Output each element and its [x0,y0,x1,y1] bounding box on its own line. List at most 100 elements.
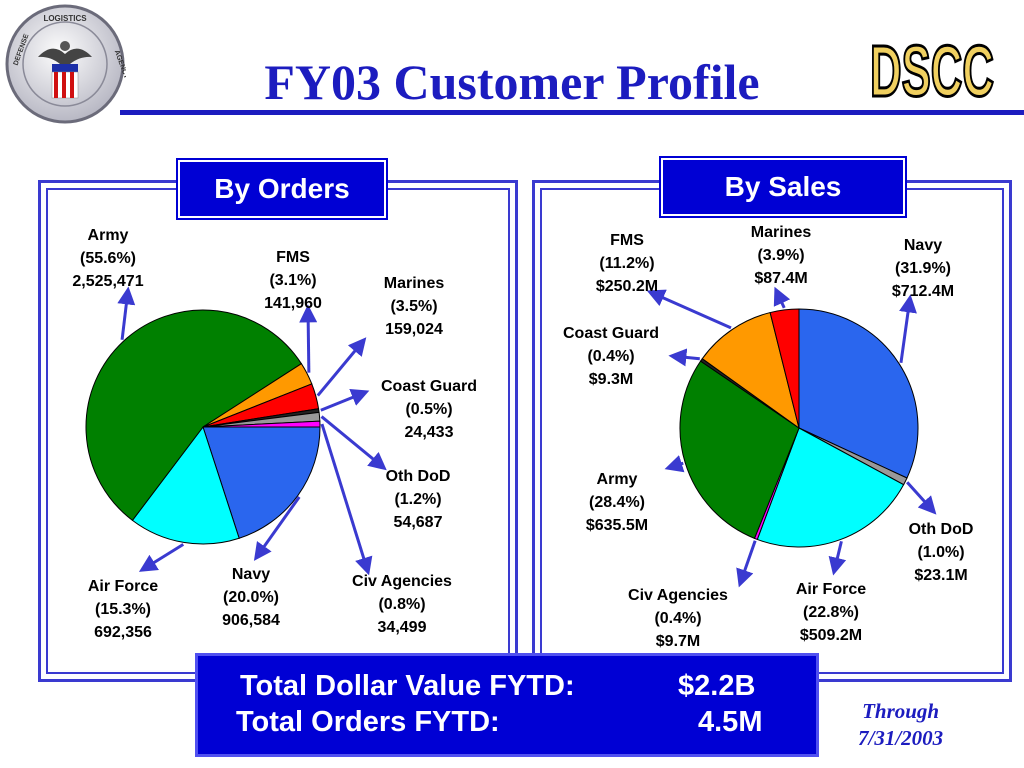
orders-air-force-name: Air Force [87,578,159,595]
orders-label-fms: FMS (3.1%) 141,960 [248,246,338,315]
sales-civ-agencies-value: $9.7M [655,633,701,650]
orders-coast-guard-percent: (0.5%) [405,401,453,418]
dla-seal-logo: LOGISTICS DEFENSE AGENCY [5,4,126,124]
total-dollar-value: $2.2B [678,670,756,702]
orders-slice-civ-agencies [202,420,321,428]
orders-slice-air-force [131,425,240,545]
sales-label-marines: Marines (3.9%) $87.4M [736,221,826,290]
orders-marines-value: 159,024 [385,321,443,338]
orders-army-name: Army [87,227,129,244]
total-orders-label: Total Orders FYTD: [236,706,500,738]
orders-coast-guard-name: Coast Guard [380,378,477,395]
total-orders-value: 4.5M [698,706,763,738]
orders-army-value: 2,525,471 [72,273,144,290]
sales-leader-coast-guard [668,348,700,367]
orders-leader-fms [299,304,318,373]
sales-army-name: Army [596,471,638,488]
orders-civ-agencies-percent: (0.8%) [378,596,426,613]
sales-navy-percent: (31.9%) [894,260,952,277]
orders-fms-value: 141,960 [264,295,322,312]
sales-navy-name: Navy [903,237,943,254]
sales-army-percent: (28.4%) [588,494,646,511]
orders-civ-agencies-value: 34,499 [377,619,427,636]
sales-label-civ-agencies: Civ Agencies (0.4%) $9.7M [610,584,746,653]
sales-marines-percent: (3.9%) [757,247,805,264]
orders-label-air-force: Air Force (15.3%) 692,356 [68,575,178,644]
sales-slice-navy [798,308,919,479]
orders-label-civ-agencies: Civ Agencies (0.8%) 34,499 [334,570,470,639]
sales-label-oth-dod: Oth DoD (1.0%) $23.1M [896,518,986,587]
orders-leader-coast-guard [320,389,370,412]
orders-coast-guard-value: 24,433 [404,424,454,441]
sales-oth-dod-name: Oth DoD [908,521,974,538]
sales-oth-dod-percent: (1.0%) [917,544,965,561]
sales-fms-percent: (11.2%) [599,255,655,272]
totals-box: Total Dollar Value FYTD: $2.2B Total Ord… [195,653,819,757]
sales-marines-value: $87.4M [754,270,808,287]
orders-oth-dod-name: Oth DoD [385,468,451,485]
page-title: FY03 Customer Profile [264,54,760,110]
sales-slice-army [679,360,800,540]
sales-label-navy: Navy (31.9%) $712.4M [878,234,968,303]
sales-label-fms: FMS (11.2%) $250.2M [582,229,672,298]
orders-label-oth-dod: Oth DoD (1.2%) 54,687 [376,465,460,534]
sales-slice-fms [701,311,800,430]
sales-air-force-name: Air Force [795,581,867,598]
total-orders-row: Total Orders FYTD: [236,704,500,740]
sales-navy-value: $712.4M [891,283,955,300]
orders-oth-dod-percent: (1.2%) [394,491,442,508]
orders-leader-marines [316,337,367,397]
sales-coast-guard-percent: (0.4%) [587,348,635,365]
total-orders-value-wrap: 4.5M [698,704,762,740]
sales-marines-name: Marines [750,224,812,241]
orders-leader-navy [253,496,301,561]
orders-chart-title: By Orders [176,158,388,220]
sales-oth-dod-value: $23.1M [914,567,968,584]
sales-leader-marines [773,286,791,309]
sales-slice-marines [769,308,800,429]
sales-leader-army [664,455,685,473]
orders-navy-percent: (20.0%) [222,589,280,606]
orders-fms-percent: (3.1%) [269,272,317,289]
orders-civ-agencies-name: Civ Agencies [352,573,452,590]
sales-coast-guard-name: Coast Guard [562,325,659,342]
total-dollar-row: Total Dollar Value FYTD: [240,668,575,704]
sales-air-force-percent: (22.8%) [802,604,860,621]
orders-navy-name: Navy [231,566,271,583]
dscc-brand-logo: DSCC [869,31,996,109]
orders-slice-army [85,309,303,522]
sales-leader-oth-dod [906,481,937,515]
sales-slice-air-force [756,427,905,548]
total-dollar-value-wrap: $2.2B [678,668,755,704]
orders-air-force-value: 692,356 [94,624,152,641]
orders-label-marines: Marines (3.5%) 159,024 [366,272,462,341]
orders-army-percent: (55.6%) [79,250,137,267]
sales-chart-title: By Sales [659,156,907,218]
sales-army-value: $635.5M [585,517,649,534]
orders-label-coast-guard: Coast Guard (0.5%) 24,433 [364,375,494,444]
orders-label-navy: Navy (20.0%) 906,584 [206,563,296,632]
sales-fms-value: $250.2M [595,278,659,295]
total-dollar-label: Total Dollar Value FYTD: [240,670,575,702]
sales-air-force-value: $509.2M [799,627,863,644]
sales-civ-agencies-name: Civ Agencies [628,587,728,604]
orders-label-army: Army (55.6%) 2,525,471 [56,224,160,293]
orders-leader-army [117,286,136,340]
orders-leader-air-force [138,543,185,572]
sales-label-army: Army (28.4%) $635.5M [572,468,662,537]
sales-label-coast-guard: Coast Guard (0.4%) $9.3M [546,322,676,391]
orders-navy-value: 906,584 [222,612,280,629]
through-date: 7/31/2003 [858,726,944,750]
title-underline [120,110,1024,115]
orders-slice-navy [202,426,321,539]
through-label: Through [862,699,940,723]
orders-fms-name: FMS [276,249,310,266]
sales-leader-civ-agencies [736,540,757,588]
orders-oth-dod-value: 54,687 [393,514,443,531]
sales-leader-navy [899,294,917,364]
orders-leader-oth-dod [320,415,387,471]
seal-text-top: LOGISTICS [43,14,87,23]
orders-marines-name: Marines [383,275,445,292]
